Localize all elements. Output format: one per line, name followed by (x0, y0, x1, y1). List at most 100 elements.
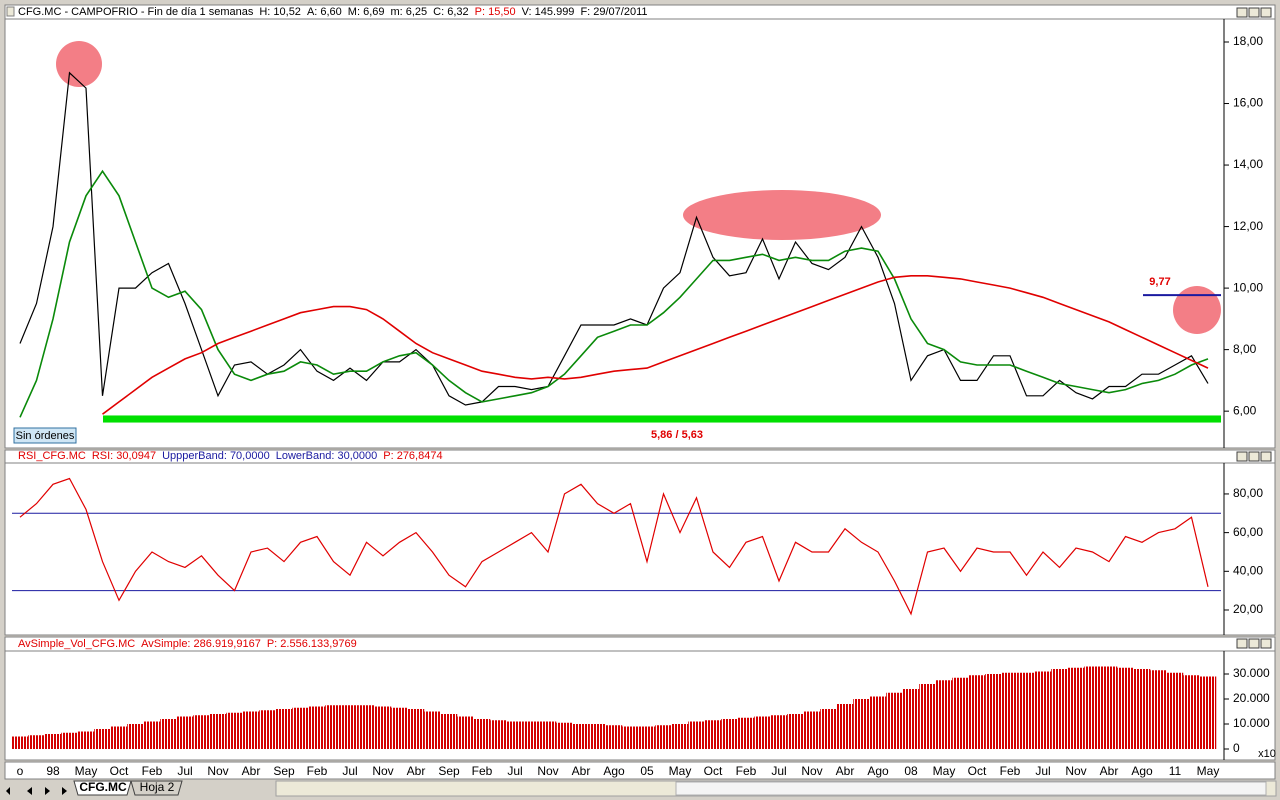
volume-bar (886, 692, 903, 749)
volume-bar (836, 704, 854, 749)
title: AvSimple_Vol_CFG.MC (18, 638, 135, 650)
volume-bar (308, 706, 326, 749)
stat: M: 6,69 (348, 6, 385, 18)
x-tick-label: Nov (207, 764, 228, 778)
volume-bar (1133, 669, 1151, 749)
volume-bar (424, 711, 441, 749)
series-line (19, 169, 1209, 418)
volume-bar (622, 726, 639, 749)
x-tick-label: Abr (572, 764, 591, 778)
resistance-label: 9,77 (1149, 276, 1170, 288)
volume-bar (671, 724, 689, 749)
stat: UppperBand: 70,0000 (162, 450, 270, 462)
volume-bar (209, 714, 227, 749)
orders-button[interactable] (13, 427, 77, 444)
volume-bar (853, 699, 870, 749)
y-tick-label: 80,00 (1233, 486, 1263, 500)
x-tick-label: Abr (836, 764, 855, 778)
x-tick-label: Nov (1065, 764, 1086, 778)
volume-bar (226, 712, 243, 749)
tab-label[interactable]: CFG.MC (79, 780, 127, 794)
volume-bar (902, 689, 920, 749)
volume-bar (1117, 667, 1134, 749)
volume-bar (1183, 675, 1200, 749)
y-tick-label: 0 (1233, 741, 1240, 755)
y-tick-label: 20.000 (1233, 691, 1270, 705)
x-tick-label: o (17, 764, 24, 778)
x-tick-label: 11 (1169, 764, 1182, 778)
x-tick-label: Ago (603, 764, 625, 778)
series-line (102, 275, 1209, 415)
volume-bar (11, 736, 29, 749)
x-tick-label: Nov (372, 764, 393, 778)
x-tick-label: 08 (904, 764, 918, 778)
volume-bar (94, 729, 111, 749)
volume-bar (787, 714, 804, 749)
panel-menu[interactable] (6, 6, 15, 17)
stat: H: 10,52 (259, 6, 301, 18)
y-tick-label: 20,00 (1233, 602, 1263, 616)
y-tick-label: 18,00 (1233, 34, 1263, 48)
volume-bar (259, 710, 276, 749)
volume-bar (1166, 672, 1184, 749)
x-tick-label: Ago (867, 764, 889, 778)
volume-bar (589, 724, 606, 749)
tab-label[interactable]: Hoja 2 (140, 780, 175, 794)
volume-bar (1034, 671, 1052, 749)
tab-active[interactable] (73, 780, 132, 796)
x-tick-label: Oct (968, 764, 987, 778)
volume-bar (506, 721, 524, 749)
title: RSI_CFG.MC (18, 450, 86, 462)
volume-bar (523, 721, 540, 749)
volume-bar (1199, 676, 1217, 749)
volume-bar (968, 675, 986, 749)
stat: P: 15,50 (475, 6, 516, 18)
highlight (683, 190, 881, 240)
volume-bar (1067, 667, 1085, 749)
volume-bar (325, 705, 342, 749)
volume-bar (407, 709, 425, 749)
x-tick-label: Feb (307, 764, 328, 778)
volume-bar (820, 709, 837, 749)
volume-bar (737, 717, 755, 749)
panel-title: RSI_CFG.MC RSI: 30,0947 UppperBand: 70,000… (18, 450, 443, 462)
panel-title: CFG.MC - CAMPOFRIO - Fin de día 1 semana… (18, 6, 648, 18)
stat: RSI: 30,0947 (92, 450, 156, 462)
stat: C: 6,32 (433, 6, 468, 18)
stat: AvSimple: 286.919,9167 (141, 638, 261, 650)
volume-bar (869, 696, 887, 749)
volume-bar (292, 707, 309, 749)
x-tick-label: Abr (407, 764, 426, 778)
orders-button-label[interactable]: Sin órdenes (16, 430, 75, 442)
tab[interactable] (130, 780, 183, 796)
panel (4, 18, 1276, 449)
volume-bar (556, 722, 573, 749)
volume-bar (176, 716, 194, 749)
x-tick-label: Jul (342, 764, 357, 778)
tab-nav[interactable] (6, 787, 67, 795)
x-tick-label: May (1197, 764, 1220, 778)
stat: P: 276,8474 (383, 450, 442, 462)
stat: A: 6,60 (307, 6, 342, 18)
volume-bar (28, 735, 45, 749)
x-tick-label: Sep (438, 764, 460, 778)
volume-bar (803, 711, 821, 749)
scroll-thumb[interactable] (675, 781, 1267, 796)
volume-bar (160, 719, 177, 749)
volume-bar (539, 721, 557, 749)
volume-bar (985, 674, 1002, 749)
y-tick-label: 10.000 (1233, 716, 1270, 730)
stat: m: 6,25 (390, 6, 427, 18)
stat: LowerBand: 30,0000 (276, 450, 378, 462)
panel-controls[interactable] (1236, 7, 1272, 649)
support-label: 5,86 / 5,63 (651, 429, 703, 441)
stat: F: 29/07/2011 (580, 6, 647, 18)
volume-bar (457, 716, 474, 749)
volume-bar (605, 725, 623, 749)
volume-bar (127, 724, 144, 749)
x-tick-label: Feb (1000, 764, 1021, 778)
y-tick-label: 12,00 (1233, 219, 1263, 233)
volume-bar (919, 684, 936, 749)
x-tick-label: Feb (472, 764, 493, 778)
